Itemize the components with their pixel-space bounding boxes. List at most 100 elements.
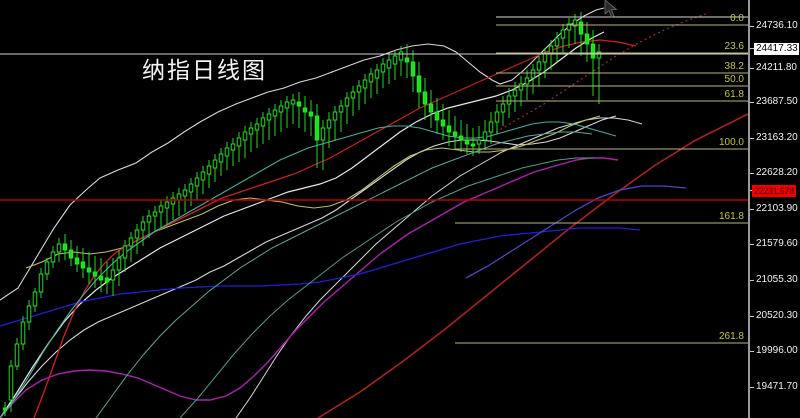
candle-body xyxy=(380,63,386,73)
candle-body xyxy=(152,211,158,217)
candle-body xyxy=(200,171,206,181)
candle-body xyxy=(2,407,8,411)
price-tick-label: 22628.20 xyxy=(756,167,798,178)
bollinger-upper-band xyxy=(0,7,605,301)
candle-body xyxy=(518,83,524,91)
candle-body xyxy=(194,177,200,187)
candle-body xyxy=(140,221,146,231)
candle-body xyxy=(74,257,80,265)
candle-body xyxy=(326,119,332,129)
candle-body xyxy=(188,183,194,193)
chart-canvas xyxy=(0,7,748,418)
current-price-marker[interactable]: 22231.678 xyxy=(752,185,796,197)
candle-body xyxy=(212,159,218,169)
fibonacci-level-label: 50.0 xyxy=(724,74,744,85)
price-tick-mark xyxy=(750,48,754,49)
price-tick-mark xyxy=(750,173,754,174)
candle-body xyxy=(164,201,170,209)
candle-body xyxy=(38,273,44,293)
candle-body xyxy=(386,59,392,69)
fibonacci-level-label: 0.0 xyxy=(730,13,744,24)
candle-body xyxy=(422,91,428,105)
candle-body xyxy=(170,197,176,205)
fibonacci-level-label: 261.8 xyxy=(718,331,744,342)
last-price-label[interactable]: 24417.33 xyxy=(754,43,799,55)
candle-body xyxy=(500,103,506,113)
candle-body xyxy=(446,125,452,133)
candle-body xyxy=(14,343,20,367)
candle-body xyxy=(308,111,314,117)
candle-body xyxy=(320,127,326,141)
candle-body xyxy=(50,251,56,263)
candle-body xyxy=(530,69,536,79)
moving-average-cyan-lower xyxy=(95,131,593,418)
candle-body xyxy=(278,105,284,113)
candle-body xyxy=(524,77,530,85)
fibonacci-level-label: 38.2 xyxy=(724,61,744,72)
candle-body xyxy=(494,111,500,123)
candle-body xyxy=(224,147,230,157)
mouse-pointer-icon xyxy=(604,0,618,18)
candle-body xyxy=(488,121,494,133)
price-tick-mark xyxy=(750,102,754,103)
candle-body xyxy=(68,249,74,259)
price-tick-mark xyxy=(750,351,754,352)
candle-body xyxy=(464,139,470,145)
candle-body xyxy=(284,101,290,109)
candle-body xyxy=(62,243,68,251)
candle-body xyxy=(554,37,560,47)
candle-body xyxy=(572,19,578,27)
candle-body xyxy=(356,85,362,93)
candle-body xyxy=(56,243,62,253)
candle-body xyxy=(254,123,260,131)
candle-body xyxy=(182,189,188,197)
price-tick-mark xyxy=(750,316,754,317)
candle-body xyxy=(92,271,98,277)
candle-body xyxy=(218,153,224,163)
candle-body xyxy=(248,127,254,135)
candle-body xyxy=(32,291,38,307)
candle-body xyxy=(338,105,344,113)
support-line-red-diagonal xyxy=(317,113,748,418)
candle-body xyxy=(434,111,440,121)
candle-body xyxy=(590,43,596,59)
candle-body xyxy=(230,143,236,151)
moving-average-magenta xyxy=(0,157,619,418)
candle-body xyxy=(236,137,242,147)
axis-divider-line xyxy=(748,0,750,418)
candle-body xyxy=(458,135,464,141)
candle-body xyxy=(542,53,548,63)
candle-body xyxy=(374,69,380,79)
candlestick-series xyxy=(2,12,602,416)
candle-body xyxy=(116,257,122,271)
moving-average-cyan-third xyxy=(179,157,594,418)
chart-plot-area[interactable] xyxy=(0,0,748,418)
candle-body xyxy=(134,229,140,239)
trend-line-red-dotted xyxy=(495,13,707,133)
candle-body xyxy=(110,269,116,281)
candle-body xyxy=(512,89,518,97)
candle-body xyxy=(368,73,374,83)
candle-body xyxy=(176,193,182,201)
candle-body xyxy=(428,103,434,113)
candle-body xyxy=(392,55,398,65)
candle-body xyxy=(416,75,422,93)
candle-body xyxy=(260,117,266,127)
candle-body xyxy=(44,261,50,275)
fibonacci-level-label: 161.8 xyxy=(718,211,744,222)
candle-body xyxy=(332,111,338,121)
price-tick-label: 23687.50 xyxy=(756,96,798,107)
candle-body xyxy=(410,61,416,77)
candle-body xyxy=(314,115,320,141)
candle-body xyxy=(452,131,458,137)
candle-body xyxy=(344,97,350,107)
candle-body xyxy=(8,365,14,401)
price-axis[interactable]: 24736.10 24417.33 24211.80 23687.50 23163.20… xyxy=(748,0,800,418)
price-tick-label: 20520.30 xyxy=(756,310,798,321)
price-tick-label: 24736.10 xyxy=(756,20,798,31)
candle-body xyxy=(398,51,404,61)
candle-body xyxy=(560,29,566,39)
candle-body xyxy=(596,51,602,59)
moving-average-blue xyxy=(0,227,641,327)
